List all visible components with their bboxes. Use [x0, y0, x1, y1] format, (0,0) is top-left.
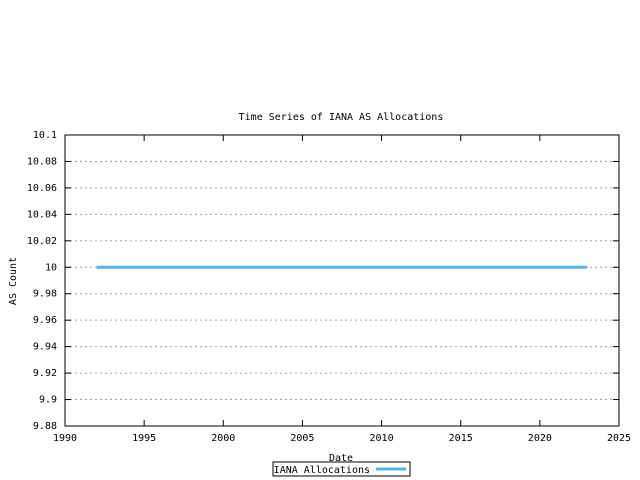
legend-box — [272, 461, 411, 477]
y-tick-label: 10.04 — [27, 209, 57, 220]
x-tick-label: 2010 — [370, 433, 394, 444]
chart-title: Time Series of IANA AS Allocations — [239, 112, 444, 123]
x-tick-label: 2015 — [449, 433, 473, 444]
y-tick-label: 10.02 — [27, 236, 57, 247]
y-tick-label: 9.92 — [33, 368, 57, 379]
y-tick-label: 9.88 — [33, 421, 57, 432]
y-tick-label: 10.06 — [27, 183, 57, 194]
y-tick-label: 9.96 — [33, 315, 57, 326]
x-axis-label: Date — [329, 453, 353, 464]
x-tick-label: 2000 — [211, 433, 235, 444]
x-tick-label: 2025 — [607, 433, 631, 444]
x-tick-label: 1990 — [53, 433, 77, 444]
y-tick-label: 9.9 — [39, 395, 57, 406]
y-tick-label: 10.08 — [27, 156, 57, 167]
y-tick-label: 9.98 — [33, 289, 57, 300]
y-axis-label: AS Count — [8, 257, 19, 305]
x-tick-label: 2005 — [290, 433, 314, 444]
x-tick-label: 1995 — [132, 433, 156, 444]
y-tick-label: 9.94 — [33, 342, 57, 353]
legend-label: IANA Allocations — [274, 465, 370, 476]
y-tick-label: 10.1 — [33, 130, 57, 141]
plot-frame — [64, 134, 620, 427]
y-tick-label: 10 — [45, 262, 57, 273]
x-tick-label: 2020 — [528, 433, 552, 444]
